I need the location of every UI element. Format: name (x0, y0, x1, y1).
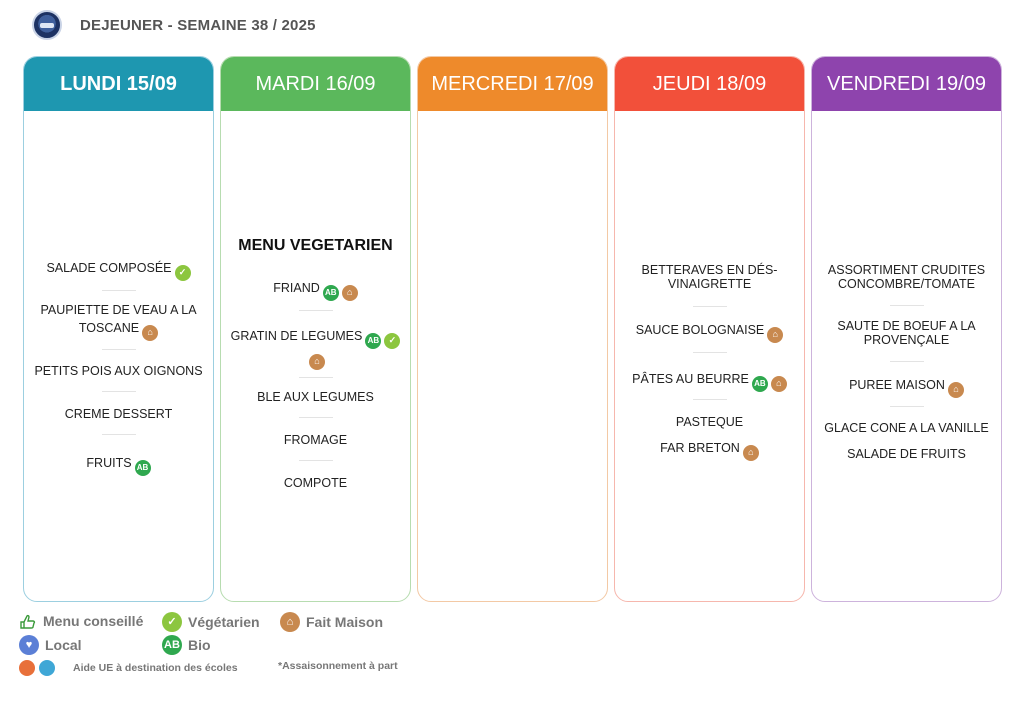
dish-item: SALADE COMPOSÉE ✓ (32, 260, 205, 281)
legend-bio: AB Bio (162, 635, 211, 655)
dish-item: PAUPIETTE DE VEAU A LA (40, 303, 197, 317)
school-logo (32, 10, 62, 40)
dish-item: BETTERAVES EN DÉS- (641, 263, 778, 277)
dish-item: PUREE MAISON ⌂ (820, 377, 993, 398)
dish-item: FAR BRETON ⌂ (623, 440, 796, 461)
legend-vegetarien: ✓ Végétarien (162, 612, 260, 632)
dish-item: SAUCE BOLOGNAISE ⌂ (623, 322, 796, 343)
vegetarian-leaf-icon: ✓ (384, 332, 401, 349)
legend-assaisonnement: *Assaisonnement à part (278, 660, 398, 672)
local-heart-icon: ♥ (19, 635, 39, 655)
menu-vegetarien-title: MENU VEGETARIEN (238, 237, 393, 254)
day-column-tuesday: MARDI 16/09 MENU VEGETARIEN FRIAND AB ⌂ GR… (220, 56, 411, 602)
dish-item: GLACE CONE A LA VANILLE (824, 421, 989, 435)
recommended-hand-icon (20, 614, 36, 629)
dish-item: TOSCANE ⌂ (32, 320, 205, 341)
legend-aide-ue: Aide UE à destination des écoles (19, 660, 238, 676)
dish-item: SAUTE DE BOEUF A LA (837, 319, 976, 333)
dish-item: GRATIN DE LEGUMES AB ✓ ⌂ (229, 328, 402, 370)
dish-item: FRIAND AB ⌂ (229, 280, 402, 301)
day-header-thursday: JEUDI 18/09 (615, 57, 804, 111)
day-header-wednesday: MERCREDI 17/09 (418, 57, 607, 111)
homemade-pot-icon: ⌂ (947, 381, 964, 398)
page-header: DEJEUNER - SEMAINE 38 / 2025 (32, 10, 316, 40)
day-column-thursday: JEUDI 18/09 BETTERAVES EN DÉS- VINAIGRET… (614, 56, 805, 602)
dish-item: FRUITS AB (32, 455, 205, 476)
organic-ab-icon: AB (162, 635, 182, 655)
day-column-wednesday: MERCREDI 17/09 (417, 56, 608, 602)
dish-item: PASTEQUE (675, 415, 744, 429)
day-header-monday: LUNDI 15/09 (24, 57, 213, 111)
vegetarian-leaf-icon: ✓ (174, 264, 191, 281)
organic-ab-icon: AB (322, 285, 339, 301)
homemade-pot-icon: ⌂ (142, 324, 159, 341)
fruit-program-icon (19, 660, 35, 676)
dish-item: BLE AUX LEGUMES (257, 390, 374, 404)
legend-conseille: Menu conseillé (19, 612, 143, 630)
dish-item: PÂTES AU BEURRE AB ⌂ (623, 371, 796, 392)
legend-fait-maison: ⌂ Fait Maison (280, 612, 383, 632)
dish-item: COMPOTE (283, 476, 348, 490)
vegetarian-leaf-icon: ✓ (162, 612, 182, 632)
homemade-pot-icon: ⌂ (767, 326, 784, 343)
organic-ab-icon: AB (751, 376, 768, 392)
weekly-menu: LUNDI 15/09 SALADE COMPOSÉE ✓ PAUPIETTE D… (23, 56, 1003, 604)
day-column-friday: VENDREDI 19/09 ASSORTIMENT CRUDITES CONC… (811, 56, 1002, 602)
dish-item: CREME DESSERT (64, 407, 173, 421)
legend: Menu conseillé ✓ Végétarien ⌂ Fait Maiso… (19, 612, 439, 682)
page-title: DEJEUNER - SEMAINE 38 / 2025 (80, 16, 316, 34)
organic-ab-icon: AB (134, 460, 151, 476)
day-header-tuesday: MARDI 16/09 (221, 57, 410, 111)
milk-program-icon (39, 660, 55, 676)
organic-ab-icon: AB (365, 333, 382, 349)
legend-local: ♥ Local (19, 635, 82, 655)
dish-item: CONCOMBRE/TOMATE (837, 277, 976, 291)
dish-item: SALADE DE FRUITS (847, 447, 966, 461)
dish-item: PROVENÇALE (863, 333, 950, 347)
dish-item: VINAIGRETTE (667, 277, 752, 291)
day-column-monday: LUNDI 15/09 SALADE COMPOSÉE ✓ PAUPIETTE D… (23, 56, 214, 602)
homemade-pot-icon: ⌂ (742, 444, 759, 461)
dish-item: FROMAGE (283, 433, 348, 447)
homemade-pot-icon: ⌂ (770, 375, 787, 392)
homemade-pot-icon: ⌂ (280, 612, 300, 632)
dish-item: ASSORTIMENT CRUDITES (827, 263, 986, 277)
day-header-friday: VENDREDI 19/09 (812, 57, 1001, 111)
dish-item: PETITS POIS AUX OIGNONS (34, 364, 203, 378)
homemade-pot-icon: ⌂ (341, 284, 358, 301)
homemade-pot-icon: ⌂ (309, 353, 325, 370)
